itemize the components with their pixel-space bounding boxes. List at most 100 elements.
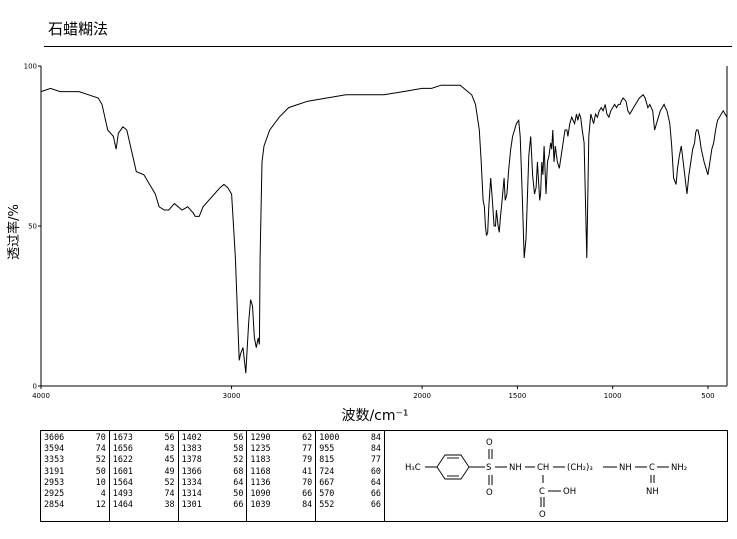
peak-transmittance: 66 (302, 488, 313, 499)
peak-wavenumber: 1378 (181, 454, 202, 465)
peak-table-row: 1314 50 (182, 488, 244, 499)
peak-wavenumber: 1290 (250, 432, 271, 442)
peak-table-row: 3191 50 (44, 466, 106, 477)
ir-spectrum-chart: 4000 3000 2000 1500 1000 500 0 50 100 波数/cm⁻¹ 透… (6, 63, 728, 424)
peak-table-column: 1000 84 955 84 815 77 724 60 667 64 570 66 552 66 (316, 431, 384, 521)
peak-wavenumber: 1601 (112, 465, 133, 476)
peak-table-row: 1378 52 (182, 454, 244, 465)
peak-transmittance: 4 (100, 488, 106, 499)
x-tick-label: 2000 (413, 392, 431, 400)
peak-table-row: 815 77 (319, 454, 381, 465)
peak-wavenumber: 1183 (250, 454, 271, 465)
peak-transmittance: 12 (95, 499, 106, 510)
peak-table-row: 1334 64 (182, 477, 244, 488)
methyl-label: H₃C (405, 463, 421, 473)
y-tick-label: 50 (28, 223, 37, 231)
peak-transmittance: 84 (370, 443, 381, 454)
peak-wavenumber: 1673 (112, 432, 133, 442)
peak-table-row: 1136 70 (250, 477, 312, 488)
peak-transmittance: 60 (370, 465, 381, 476)
peak-transmittance: 49 (164, 465, 175, 476)
peak-wavenumber: 1314 (181, 488, 202, 499)
peak-transmittance: 50 (233, 488, 244, 499)
peak-wavenumber: 1168 (250, 465, 271, 476)
peak-wavenumber: 1136 (250, 476, 271, 487)
x-axis-label: 波数/cm⁻¹ (341, 408, 408, 424)
peak-transmittance: 10 (95, 476, 106, 487)
peak-wavenumber: 1656 (112, 443, 133, 454)
peak-table-row: 667 64 (319, 477, 381, 488)
hydroxyl-label: OH (563, 487, 576, 497)
methylene-chain-label: (CH₂)₃ (567, 463, 593, 473)
carbonyl-oxygen-label: O (539, 510, 546, 520)
y-axis-ticks: 0 50 100 (24, 63, 41, 391)
x-axis-ticks: 4000 3000 2000 1500 1000 500 (32, 386, 715, 400)
peak-table-row: 570 66 (319, 488, 381, 499)
peak-table-row: 3606 70 (44, 432, 106, 443)
peak-table-row: 2925 4 (44, 488, 106, 499)
peak-transmittance: 52 (95, 454, 106, 465)
peak-table-row: 1493 74 (113, 488, 175, 499)
x-tick-label: 500 (701, 392, 714, 400)
peak-transmittance: 66 (233, 499, 244, 510)
peak-wavenumber: 570 (319, 488, 335, 499)
peak-table-row: 1039 84 (250, 499, 312, 510)
peak-transmittance: 66 (370, 499, 381, 510)
peak-table-row: 1601 49 (113, 466, 175, 477)
x-tick-label: 4000 (32, 392, 50, 400)
peak-table-row: 1656 43 (113, 443, 175, 454)
peak-table: 3606 70 3594 74 3353 52 3191 50 2953 10 2925 4 2854 1… (40, 430, 385, 522)
peak-transmittance: 77 (302, 443, 313, 454)
peak-transmittance: 64 (233, 476, 244, 487)
peak-wavenumber: 815 (319, 454, 335, 465)
peak-table-row: 1402 56 (182, 432, 244, 443)
y-axis-label: 透过率/% (6, 204, 22, 260)
peak-transmittance: 38 (164, 499, 175, 510)
spectrum-trace (40, 84, 728, 374)
sulfonyl-oxygen-bottom: O (486, 488, 493, 498)
peak-wavenumber: 1039 (250, 499, 271, 510)
peak-table-row: 2854 12 (44, 499, 106, 510)
peak-wavenumber: 552 (319, 499, 335, 510)
guanidine-c-label: C (649, 463, 655, 473)
peak-table-column: 3606 70 3594 74 3353 52 3191 50 2953 10 2925 4 2854 1… (41, 431, 110, 521)
peak-wavenumber: 1464 (112, 499, 133, 510)
peak-table-row: 1383 58 (182, 443, 244, 454)
peak-table-column: 1290 62 1235 77 1183 79 1168 41 1136 70 1090 66 1039… (247, 431, 317, 521)
x-tick-label: 1000 (604, 392, 622, 400)
x-tick-label: 3000 (223, 392, 241, 400)
sulfur-label: S (486, 463, 491, 473)
peak-table-column: 1402 56 1383 58 1378 52 1366 68 1334 64 1314 50 1301… (179, 431, 248, 521)
peak-wavenumber: 1564 (112, 476, 133, 487)
peak-table-row: 955 84 (319, 443, 381, 454)
peak-table-row: 3353 52 (44, 454, 106, 465)
peak-table-row: 1090 66 (250, 488, 312, 499)
peak-transmittance: 56 (233, 432, 244, 442)
peak-wavenumber: 1366 (181, 465, 202, 476)
peak-transmittance: 70 (302, 476, 313, 487)
peak-transmittance: 41 (302, 465, 313, 476)
peak-transmittance: 68 (233, 465, 244, 476)
x-tick-label: 1500 (508, 392, 526, 400)
alpha-ch-label: CH (537, 463, 549, 473)
peak-table-row: 3594 74 (44, 443, 106, 454)
y-tick-label: 0 (33, 383, 37, 391)
peak-transmittance: 52 (233, 454, 244, 465)
peak-transmittance: 52 (164, 476, 175, 487)
peak-wavenumber: 1090 (250, 488, 271, 499)
peak-wavenumber: 1402 (181, 432, 202, 442)
amino-nh2-label: NH₂ (671, 463, 687, 473)
peak-table-row: 1235 77 (250, 443, 312, 454)
peak-table-column: 1673 56 1656 43 1622 45 1601 49 1564 52 1493 74 1464… (110, 431, 179, 521)
peak-wavenumber: 2953 (44, 476, 65, 487)
peak-table-row: 1168 41 (250, 466, 312, 477)
peak-transmittance: 70 (95, 432, 106, 442)
peak-table-row: 1673 56 (113, 432, 175, 443)
amide-nh-label: NH (509, 463, 522, 473)
peak-wavenumber: 724 (319, 465, 335, 476)
peak-transmittance: 64 (370, 476, 381, 487)
carboxyl-c-label: C (539, 487, 545, 497)
peak-table-row: 1000 84 (319, 432, 381, 443)
structure-diagram: H₃C S O O NH CH (CH₂)₃ NH C NH₂ NH C OH (385, 430, 728, 522)
title-divider (44, 46, 732, 47)
